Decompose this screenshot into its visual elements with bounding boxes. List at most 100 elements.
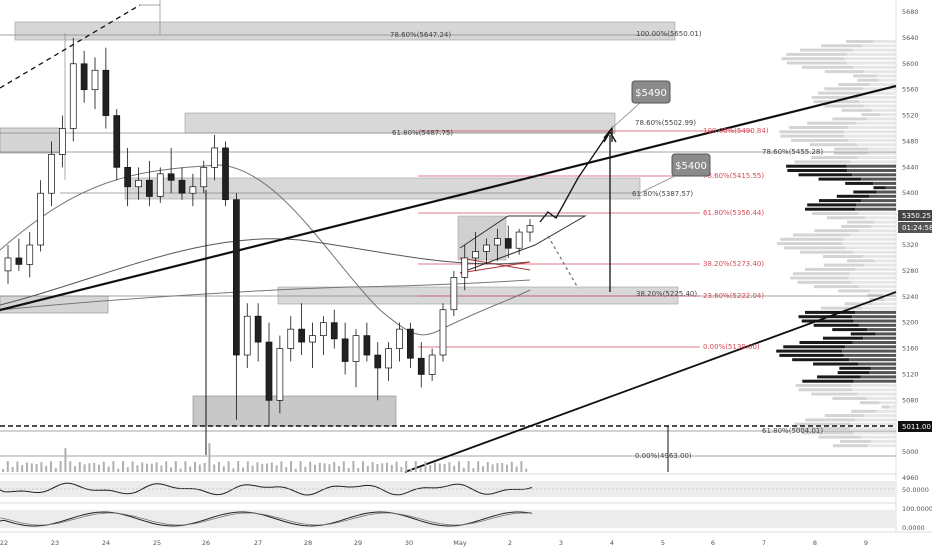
volume-bar: [59, 461, 62, 472]
profile-bar: [781, 57, 845, 61]
volume-bar: [381, 463, 384, 472]
profile-bar: [841, 224, 872, 228]
price-tick-label: 5600: [902, 60, 919, 68]
volume-bar: [496, 463, 499, 472]
candle-body: [135, 179, 142, 188]
candle-body: [48, 154, 55, 194]
profile-bar: [861, 435, 896, 439]
profile-bar: [777, 242, 843, 246]
profile-bar: [850, 332, 876, 336]
price-tick-label: 5280: [902, 267, 919, 275]
profile-bar: [818, 435, 862, 439]
volume-bar: [112, 461, 115, 472]
volume-bar: [2, 469, 4, 472]
candle-body: [309, 335, 316, 343]
candle-body: [352, 335, 360, 362]
callout-5490: $5490: [611, 80, 671, 129]
volume-bar: [74, 466, 76, 472]
profile-bar: [871, 108, 896, 112]
profile-bar: [840, 439, 871, 443]
profile-bar: [863, 263, 896, 267]
profile-bar: [836, 194, 870, 198]
indicator-axis: 50.0000 100.0000 0.0000: [902, 486, 932, 532]
volume-bar: [342, 461, 345, 472]
profile-bar: [869, 83, 896, 86]
candle-body: [26, 244, 34, 265]
volume-bar: [477, 461, 480, 472]
candle-body: [461, 257, 469, 278]
volume-bar: [102, 461, 105, 472]
profile-bar: [852, 250, 896, 254]
profile-bar: [801, 319, 854, 323]
profile-bar: [852, 341, 896, 344]
volume-bar: [280, 461, 283, 472]
volume-bar: [510, 461, 513, 472]
candle-body: [222, 147, 229, 201]
volume-bars: [2, 443, 528, 472]
flag-pattern: [459, 215, 587, 274]
profile-bar: [852, 388, 896, 392]
svg-text:$5490: $5490: [635, 88, 667, 99]
profile-bar: [790, 138, 849, 142]
candle-body: [167, 173, 175, 181]
upper-trendline: [0, 84, 897, 312]
profile-bar: [861, 199, 896, 203]
profile-bar: [876, 74, 896, 78]
candle-body: [69, 63, 77, 129]
candle-body: [439, 309, 447, 356]
profile-bar: [847, 126, 896, 129]
profile-bar: [869, 194, 896, 198]
candle-body: [189, 186, 197, 194]
volume-bar: [126, 467, 129, 472]
profile-bar: [861, 113, 881, 117]
volume-bar: [54, 467, 57, 472]
profile-bar: [832, 396, 868, 400]
time-axis[interactable]: 22 23 24 25 26 27 28 29 30 May 2 3 4 5 6 7 8 9: [0, 539, 868, 547]
profile-bar: [867, 293, 884, 297]
svg-text:50.0000: 50.0000: [902, 486, 929, 494]
fib-label: 78.60%(5647.24): [390, 31, 451, 39]
profile-bar: [869, 371, 896, 375]
price-tick-label: 5160: [902, 345, 919, 353]
volume-bar: [429, 465, 432, 472]
fib-label: 78.60%(5502.99): [635, 119, 696, 127]
profile-bar: [804, 207, 856, 211]
volume-bar: [390, 464, 393, 472]
volume-bar: [227, 461, 230, 472]
profile-bar: [873, 186, 886, 190]
volume-bar: [506, 464, 508, 472]
candle-body: [243, 315, 251, 356]
profile-bar: [832, 328, 868, 332]
candle-body: [483, 244, 490, 252]
candle-body: [265, 341, 273, 401]
candle-body: [233, 199, 240, 356]
svg-text:5350.25: 5350.25: [902, 212, 931, 220]
volume-bar: [155, 462, 158, 472]
profile-bar: [793, 272, 850, 276]
profile-bar: [862, 306, 896, 310]
volume-bar: [170, 467, 172, 472]
profile-bar: [822, 336, 864, 340]
profile-bar: [876, 190, 896, 194]
profile-bar: [850, 160, 896, 164]
profile-bar: [843, 237, 896, 241]
stoch-pane: [0, 510, 896, 528]
candle-body: [287, 328, 295, 349]
projection-path: [539, 126, 669, 472]
volume-bar: [386, 462, 388, 472]
volume-bar: [208, 443, 211, 472]
profile-bar: [820, 306, 863, 310]
candle-body: [124, 166, 131, 188]
profile-bar: [794, 160, 851, 164]
profile-bar: [855, 310, 896, 314]
profile-bar: [870, 366, 896, 370]
fib-label: 78.60%(5415.55): [703, 172, 764, 180]
volume-bar: [376, 464, 379, 472]
time-tick-label: 5: [661, 539, 665, 547]
candle-body: [494, 238, 501, 246]
volume-bar: [251, 465, 254, 472]
candle-body: [504, 238, 512, 249]
volume-bar: [203, 462, 206, 472]
profile-bar: [843, 134, 896, 138]
